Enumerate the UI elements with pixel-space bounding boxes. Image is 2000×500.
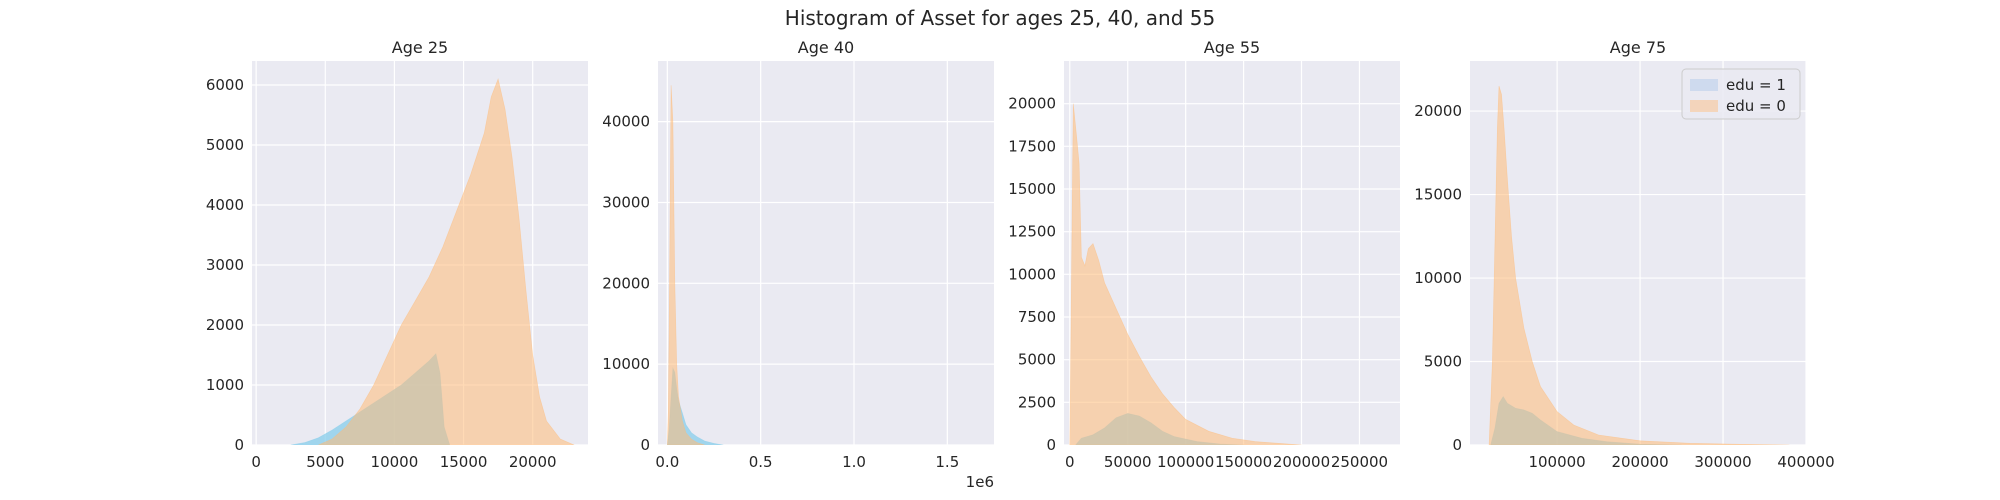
x-tick-label: 50000	[1104, 453, 1152, 471]
y-tick-label: 0	[640, 436, 650, 454]
plot-area	[290, 77, 575, 445]
y-tick-label: 0	[1452, 436, 1462, 454]
legend-swatch	[1690, 79, 1718, 91]
y-tick-label: 5000	[1018, 351, 1056, 369]
histogram-area-edu-0	[1069, 103, 1302, 445]
y-tick-label: 12500	[1008, 223, 1056, 241]
x-tick-label: 15000	[440, 453, 488, 471]
x-tick-label: 200000	[1611, 453, 1668, 471]
x-tick-label: 250000	[1331, 453, 1388, 471]
y-tick-label: 2500	[1018, 393, 1056, 411]
y-tick-label: 0	[1046, 436, 1056, 454]
y-tick-label: 20000	[1414, 102, 1462, 120]
y-tick-label: 6000	[206, 76, 244, 94]
subplot-title: Age 25	[392, 38, 448, 57]
x-tick-label: 100000	[1157, 453, 1214, 471]
legend-label: edu = 0	[1726, 97, 1786, 115]
x-tick-label: 300000	[1694, 453, 1751, 471]
y-tick-label: 17500	[1008, 137, 1056, 155]
subplot-3: Age 55 0 50000 100000 150000 200000 250000 0 250…	[1008, 38, 1400, 471]
subplot-title: Age 40	[798, 38, 854, 57]
subplot-1: Age 25 0 5000 10000 15000 20000 0 1000 2000 3000 4…	[206, 38, 588, 471]
x-offset-label: 1e6	[966, 473, 994, 491]
figure-title: Histogram of Asset for ages 25, 40, and …	[785, 6, 1215, 30]
x-tick-label: 0.5	[749, 453, 773, 471]
y-tick-label: 5000	[206, 136, 244, 154]
plot-area	[666, 85, 724, 445]
subplot-title: Age 75	[1610, 38, 1666, 57]
histogram-area-edu-0	[1488, 85, 1790, 445]
x-tick-label: 0	[251, 453, 261, 471]
x-tick-label: 1.5	[935, 453, 959, 471]
x-tick-label: 200000	[1273, 453, 1330, 471]
x-tick-label: 150000	[1215, 453, 1272, 471]
y-tick-label: 4000	[206, 196, 244, 214]
subplot-2: Age 40 0.0 0.5 1.0 1.5 0 10000 20000 30000 40000 1…	[602, 38, 994, 491]
axes-background	[658, 61, 994, 445]
x-tick-label: 0.0	[655, 453, 679, 471]
subplot-4: Age 75 100000 200000 300000 400000 0 5000 10000…	[1414, 38, 1834, 471]
x-tick-label: 400000	[1777, 453, 1834, 471]
histogram-area-edu-0	[318, 77, 575, 445]
y-tick-label: 1000	[206, 376, 244, 394]
legend-frame	[1681, 68, 1801, 120]
subplot-title: Age 55	[1204, 38, 1260, 57]
y-tick-label: 2000	[206, 316, 244, 334]
y-tick-label: 15000	[1414, 186, 1462, 204]
legend-label: edu = 1	[1726, 76, 1786, 94]
y-tick-label: 5000	[1424, 353, 1462, 371]
y-tick-label: 10000	[1414, 269, 1462, 287]
histogram-area-edu-0	[666, 85, 705, 445]
plot-area	[1488, 85, 1790, 445]
x-tick-label: 100000	[1528, 453, 1585, 471]
y-tick-label: 15000	[1008, 180, 1056, 198]
y-tick-label: 3000	[206, 256, 244, 274]
y-tick-label: 0	[234, 436, 244, 454]
y-tick-label: 7500	[1018, 308, 1056, 326]
x-tick-label: 1.0	[842, 453, 866, 471]
plot-area	[1069, 103, 1302, 445]
y-tick-label: 10000	[1008, 265, 1056, 283]
y-tick-label: 20000	[1008, 95, 1056, 113]
y-tick-label: 40000	[602, 113, 650, 131]
x-tick-label: 5000	[306, 453, 344, 471]
legend: edu = 1 edu = 0	[1681, 68, 1801, 120]
x-tick-label: 20000	[509, 453, 557, 471]
x-tick-label: 0	[1065, 453, 1075, 471]
legend-swatch	[1690, 100, 1718, 112]
y-tick-label: 30000	[602, 193, 650, 211]
x-tick-label: 10000	[371, 453, 419, 471]
subplots: Age 250 5000 10000 15000 2000001000200030004…	[206, 38, 1835, 491]
y-tick-label: 20000	[602, 274, 650, 292]
y-tick-label: 10000	[602, 355, 650, 373]
